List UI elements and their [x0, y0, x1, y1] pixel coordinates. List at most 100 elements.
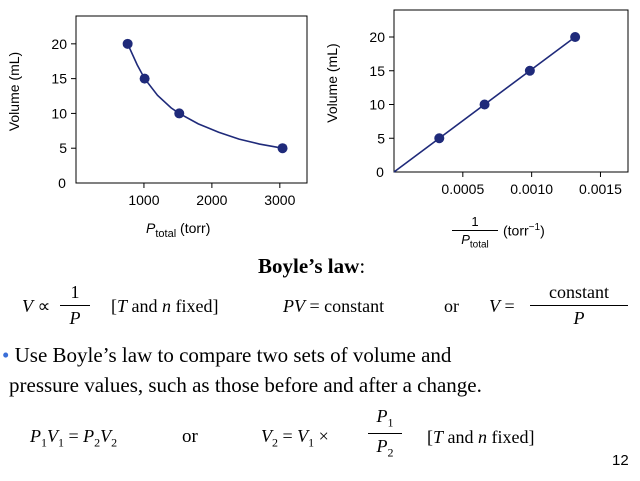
eq-or: or [182, 426, 198, 447]
chart2-ylabel: Volume (mL) [324, 43, 340, 122]
frac-p2: P [376, 435, 388, 456]
bullet-text-1: Use Boyle’s law to compare two sets of v… [9, 343, 452, 367]
boyles-law-title: Boyle’s law: [258, 254, 365, 279]
constant-denominator: P [573, 308, 585, 328]
tn-fixed-2: [T and n fixed] [427, 427, 535, 448]
tn-fixed-2-open: [ [427, 427, 433, 447]
chart2-xlabel-numerator: 1 [471, 214, 479, 229]
tn-fixed-2-rest: fixed] [487, 427, 535, 447]
chart1-origin-label: 0 [58, 175, 66, 191]
eq-v1-sub: 1 [58, 435, 64, 450]
tn-fixed-1-t: T [117, 296, 128, 316]
tn-fixed-2-n: n [478, 427, 488, 447]
chart2-xtick-label: 0.0005 [441, 181, 484, 197]
v-equals-sign: = [500, 296, 515, 316]
frac-bar [368, 432, 402, 434]
chart2-xlabel-close: ) [540, 222, 545, 239]
tn-fixed-1-rest: fixed] [171, 296, 219, 316]
pv-equals-constant: = constant [305, 296, 385, 316]
frac-p1-sub: 1 [387, 415, 394, 430]
chart1-xlabel-p: P [146, 220, 156, 236]
boyle-or: or [444, 296, 459, 316]
chart2-xlabel-sub: total [469, 239, 489, 251]
chart1-ytick-label: 20 [51, 36, 67, 52]
page-number: 12 [612, 452, 629, 469]
eq-v2-sub: 2 [111, 435, 118, 450]
bullet-mark: • [2, 343, 10, 367]
chart2-xtick-label: 0.0015 [579, 181, 622, 197]
chart2-plot-frame [393, 9, 629, 173]
tn-fixed-2-and: and [443, 427, 479, 447]
tn-fixed-1-n: n [162, 296, 172, 316]
chart2-xlabel-exp: −1 [528, 222, 541, 233]
eq-p2-sub: 2 [94, 435, 101, 450]
chart1-series-line [126, 43, 283, 149]
eq-v1-rhs: V [297, 426, 309, 446]
eq-p1-sub: 1 [41, 435, 47, 450]
p1-over-p2-fraction: P1 P2 [368, 406, 402, 460]
chart2-ytick-label: 5 [377, 130, 385, 146]
eq-v2: V [100, 426, 112, 446]
eq-p1: P [30, 426, 41, 446]
pv-symbol: PV [283, 296, 305, 316]
v2-equals-v1-times: V2 = V1 × [261, 426, 329, 451]
chart2-data-point [524, 65, 535, 76]
chart2-data-point [479, 99, 490, 110]
proportional-v: V [22, 296, 33, 316]
constant-numerator: constant [549, 282, 609, 302]
eq-v2-lhs-sub: 2 [272, 435, 278, 450]
proportional-symbol: ∝ [37, 296, 51, 316]
tn-fixed-1-and: and [127, 296, 163, 316]
inverse-p-bar [60, 305, 90, 306]
v-equals-v: V [489, 296, 500, 316]
v-equals: V = [489, 296, 515, 317]
chart1-ytick-label: 10 [51, 105, 67, 121]
tn-fixed-1: [T and n fixed] [111, 296, 219, 317]
eq-times: × [318, 426, 329, 446]
chart1-ylabel: Volume (mL) [6, 52, 22, 131]
boyles-law-title-colon: : [359, 254, 366, 278]
chart1-xtick-label: 3000 [264, 192, 295, 208]
chart2-xlabel-fraction-bar [452, 230, 498, 231]
chart2-xtick-label: 0.0010 [510, 181, 553, 197]
chart1-plot-frame [75, 15, 308, 184]
eq-equals-2: = [278, 426, 298, 446]
proportional-expression: V ∝ [22, 296, 50, 317]
chart1-ytick-label: 15 [51, 71, 67, 87]
eq-equals: = [64, 426, 84, 446]
chart2-ytick-label: 15 [369, 63, 385, 79]
constant-over-p-fraction: constant P [530, 282, 628, 329]
frac-p2-sub: 2 [387, 445, 394, 460]
chart2-xlabel-fraction: 1 Ptotal [452, 214, 498, 251]
tn-fixed-2-t: T [433, 427, 444, 447]
constant-bar [530, 305, 628, 306]
chart2-xlabel-p: P [461, 232, 470, 247]
chart2-ytick-label: 20 [369, 29, 385, 45]
inverse-p-fraction: 1 P [60, 282, 90, 329]
chart1-data-point [122, 38, 133, 49]
pv-constant: PV = constant [283, 296, 384, 317]
bullet-line-1: • Use Boyle’s law to compare two sets of… [2, 343, 451, 368]
chart1-data-point [139, 73, 150, 84]
bullet-line-2: pressure values, such as those before an… [9, 373, 482, 397]
chart1-xtick-label: 1000 [128, 192, 159, 208]
chart1-xtick-label: 2000 [196, 192, 227, 208]
chart2-ytick-label: 10 [369, 97, 385, 113]
chart2-data-point [570, 32, 581, 42]
chart1-xlabel-unit: (torr) [180, 220, 211, 236]
chart1-xlabel-sub: total [155, 227, 177, 240]
eq-v1-rhs-sub: 1 [308, 435, 315, 450]
boyles-law-title-text: Boyle’s law [258, 254, 360, 278]
chart2-xlabel-unit-group: (torr−1) [503, 222, 545, 239]
frac-p1: P [376, 406, 388, 426]
eq-v1: V [47, 426, 58, 446]
eq-p2: P [83, 426, 95, 446]
p1v1-equals-p2v2: P1V1 = P2V2 [30, 426, 117, 451]
chart1-ytick-label: 5 [59, 140, 67, 156]
chart2-xlabel-unit: (torr [503, 222, 529, 239]
chart1-data-point [174, 108, 185, 119]
eq-v2-lhs: V [261, 426, 272, 446]
inverse-p-numerator: 1 [70, 282, 80, 302]
tn-fixed-1-open: [ [111, 296, 117, 316]
